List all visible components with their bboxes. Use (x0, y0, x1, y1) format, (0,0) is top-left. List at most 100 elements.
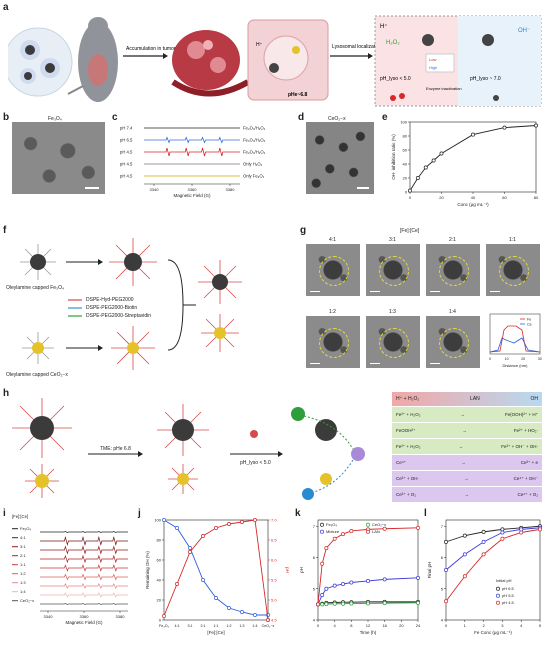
x-tick-label: 24 (416, 623, 421, 628)
label-h-plus-2: H⁺ (380, 23, 388, 30)
data-point (444, 539, 448, 544)
data-point (341, 601, 345, 606)
plot-frame (445, 519, 541, 621)
reaction-table: H⁺ + H₂O₂ LAN OH Fe²⁺ + H₂O₂ → Fe(OOH)²⁺ +… (392, 392, 542, 504)
legend-label: 4:1 (20, 535, 26, 540)
cluster-outline (439, 256, 469, 286)
epr-spectra-c: pH 7.4 Fe₃O₄/H₂O₂ pH 6.5 Fe₃O₄/H₂O₂ pH 4.5 Fe… (120, 126, 266, 199)
label-phlyso-neutral: pH_lyso ~ 7.0 (470, 76, 501, 82)
data-point (324, 546, 329, 551)
epr-trace (144, 147, 240, 157)
epr-trace (40, 545, 128, 555)
x-tick-label: 1 (464, 623, 467, 628)
panel-letter-c: c (112, 112, 118, 123)
ratio-label: 1:3 (389, 309, 396, 315)
row-name-label: Only Fe₃O₄ (243, 174, 265, 179)
x-tick-label: 3380 (116, 614, 126, 619)
y2-tick-label: 6.0 (271, 558, 277, 563)
cluster-outline (379, 256, 409, 286)
reaction-row: FeOOH²⁺ → Fe²⁺ + HO₂· (392, 422, 542, 438)
data-point (324, 586, 329, 591)
y-tick-label: 100 (154, 518, 161, 523)
x-axis-label: Time (h) (360, 630, 377, 635)
label-phlyso-low: pH_lyso < 5.0 (380, 76, 411, 82)
ratio-label: 1:1 (509, 237, 516, 243)
y2-tick-label: 5.0 (271, 598, 277, 603)
y-tick-label: 6 (313, 555, 316, 560)
scale-bar (310, 290, 320, 292)
y-tick-label: 60 (403, 148, 408, 153)
legend-label: 1:1 (20, 562, 26, 567)
data-point (481, 539, 486, 544)
x-tick-label: 3360 (188, 187, 198, 192)
label-h-plus: H⁺ (256, 42, 263, 48)
cluster-outline (379, 328, 409, 358)
ratio-label: 1:2 (329, 309, 336, 315)
data-point (320, 561, 325, 566)
data-point (162, 614, 166, 618)
scale-bar (490, 290, 500, 292)
reaction-arrow: → (464, 492, 470, 497)
tem-ratio-grid: 4:1 3:1 2:1 1:1 1:2 1:3 1:4 Fe Ce 0 10 20 30 Distance… (306, 236, 546, 384)
epr-trace (40, 530, 128, 534)
data-point (382, 601, 387, 606)
label-h2o2: H₂O₂ (386, 40, 400, 46)
reaction-row: Ce⁴⁺ → Ce³⁺ + e (392, 454, 542, 470)
panel-letter-j: j (138, 508, 141, 519)
data-point (481, 529, 486, 534)
reaction-reactant: Ce⁴⁺ (396, 459, 407, 465)
y-axis-label: pH (299, 567, 304, 573)
data-point (366, 601, 370, 606)
label-high: High (429, 65, 437, 70)
panel-letter-h: h (3, 388, 10, 399)
ratio-label: 4:1 (329, 237, 336, 243)
y-tick-label: 5 (441, 586, 444, 591)
panel-letter-l: l (424, 508, 427, 519)
panel-a-schematic: Accumulation in tumor H⁺ pHe~6.8 Lysosom… (8, 15, 542, 107)
tem-image-fe3o4 (12, 122, 105, 194)
label-phe: pHe~6.8 (288, 92, 308, 98)
data-point (324, 602, 329, 607)
panel-f-schematic (20, 238, 242, 370)
y-tick-label: 40 (403, 162, 408, 167)
y2-axis-label: pH (285, 567, 290, 573)
data-point (471, 132, 475, 137)
data-point (253, 518, 257, 522)
series-line (163, 519, 268, 616)
y-tick-label: 100 (400, 120, 407, 125)
panel-letter-b: b (3, 112, 10, 123)
data-point (320, 602, 325, 607)
reaction-reactant: Fe²⁺ + H₂O₂ (396, 443, 421, 449)
x-tick-label: 60 (502, 195, 507, 200)
x-tick-label: 4 (334, 623, 337, 628)
panel-letter-f: f (3, 225, 7, 236)
data-point (462, 552, 467, 557)
x-tick-label: 20 (521, 357, 525, 361)
tem-cluster-image (366, 244, 420, 296)
x-tick-label: 4 (520, 623, 523, 628)
reaction-arrow: → (461, 460, 466, 465)
reaction-product: Ce⁴⁺ + OH⁻ (513, 475, 538, 481)
legend-title: [Fe]:[Ce] (12, 514, 28, 519)
fe-profile-line (489, 325, 541, 353)
data-point (502, 125, 507, 130)
label-fe3o4: Fe₃O₄ (48, 116, 62, 122)
legend-marker (366, 522, 370, 527)
data-point (332, 583, 337, 588)
legend-title: Initial pH (496, 578, 512, 583)
x-tick-label: 0 (409, 195, 412, 200)
y-tick-label: 40 (157, 578, 162, 583)
row-name-label: Fe₃O₄/H₂O₂ (243, 150, 266, 155)
legend-marker (496, 586, 500, 591)
x-tick-label: 30 (538, 357, 542, 361)
tem-cluster-image (306, 244, 360, 296)
data-point (332, 601, 337, 606)
data-point (341, 532, 345, 537)
tem-cluster-image (486, 244, 540, 296)
x-tick-label: 20 (399, 623, 404, 628)
ratio-label: 2:1 (449, 237, 456, 243)
chart-j: 0 20 40 60 80 100 Fe₃O₄ 4:1 3:1 2:1 1:1 1:2 1:3 1:4 Ce… (145, 518, 290, 636)
x-tick-label: 3340 (44, 614, 54, 619)
legend-label: Fe₃O₄ (20, 526, 31, 531)
data-point (320, 593, 325, 597)
